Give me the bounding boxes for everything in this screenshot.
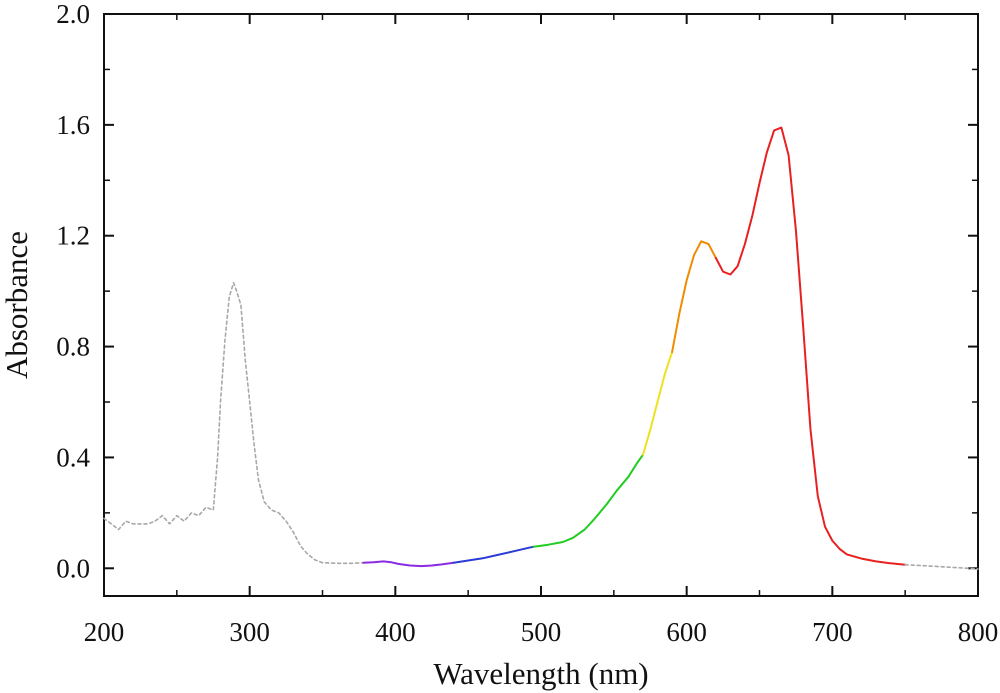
spectrum-segment-5 — [642, 351, 674, 456]
x-tick-label: 300 — [229, 617, 270, 647]
y-tick-label: 1.6 — [56, 110, 90, 140]
spectrum-series — [103, 126, 979, 570]
x-axis-title: Wavelength (nm) — [433, 656, 648, 691]
axis-ticks — [103, 13, 979, 596]
y-tick-label: 2.0 — [56, 0, 90, 29]
spectrum-segment-4 — [532, 453, 644, 548]
spectrum-segment-2 — [362, 560, 455, 568]
y-tick-labels: 0.0 0.4 0.8 1.2 1.6 2.0 — [56, 0, 90, 583]
plot-frame — [103, 13, 979, 597]
x-tick-label: 500 — [521, 617, 562, 647]
y-tick-label: 0.0 — [56, 553, 90, 583]
y-tick-label: 0.8 — [56, 332, 90, 362]
x-tick-label: 400 — [375, 617, 416, 647]
spectrum-segment-1 — [103, 282, 365, 565]
x-tick-label: 200 — [84, 617, 125, 647]
y-axis-title: Absorbance — [0, 231, 34, 379]
x-tick-label: 700 — [812, 617, 853, 647]
y-tick-label: 1.2 — [56, 221, 90, 251]
spectrum-segment-3 — [452, 545, 535, 564]
x-tick-label: 600 — [666, 617, 707, 647]
spectrum-segment-8 — [904, 563, 979, 570]
spectrum-segment-7 — [714, 126, 907, 566]
x-tick-label: 800 — [958, 617, 999, 647]
y-tick-label: 0.4 — [56, 442, 90, 472]
x-tick-labels: 200 300 400 500 600 700 800 — [84, 617, 999, 647]
spectrum-segment-6 — [671, 240, 717, 354]
